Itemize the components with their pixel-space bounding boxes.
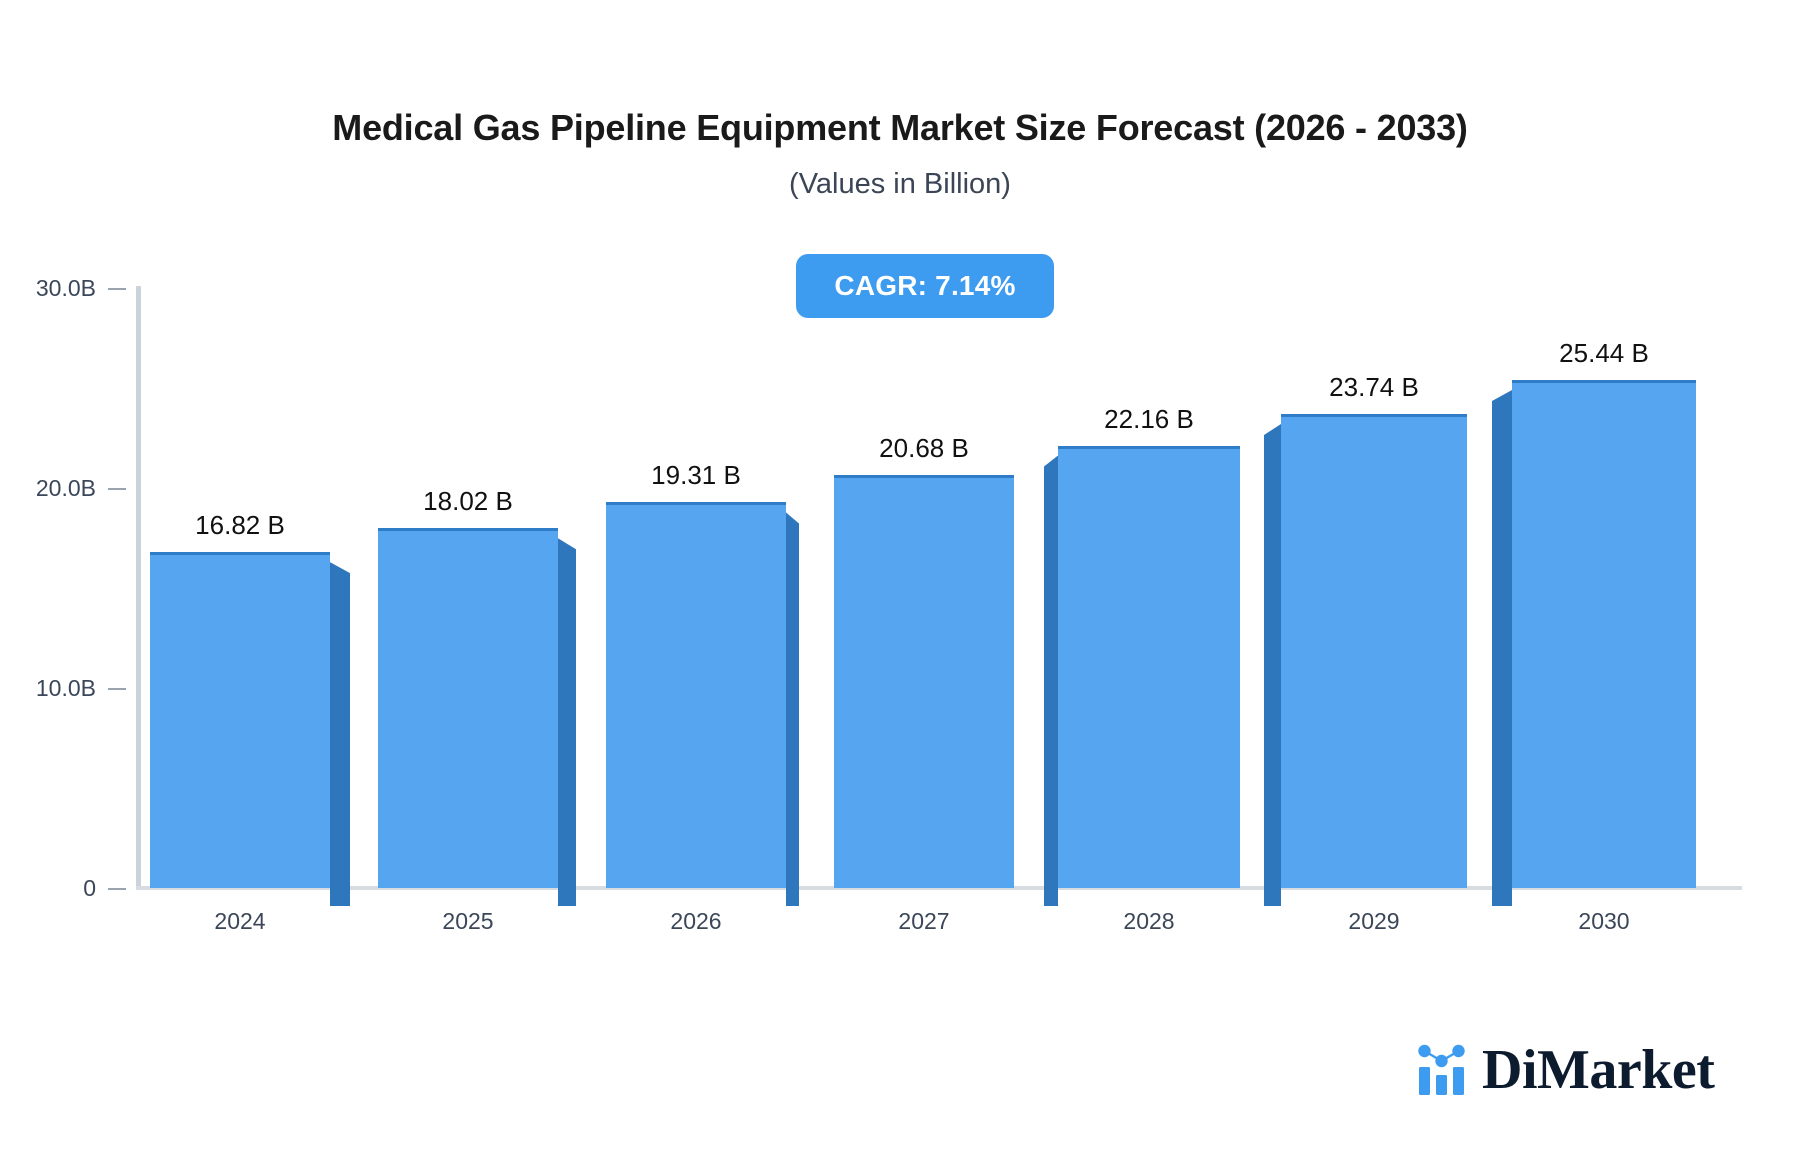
bar-side-face xyxy=(1492,390,1512,906)
bar-value-label-2027: 20.68 B xyxy=(879,433,969,464)
bar-value-label-2024: 16.82 B xyxy=(195,510,285,541)
bar-value-label-2030: 25.44 B xyxy=(1559,338,1649,369)
bar-chart-dots-icon xyxy=(1418,1044,1465,1095)
x-tick-label-2025: 2025 xyxy=(442,908,494,934)
bar-side-face xyxy=(330,562,350,906)
y-tick-label-20: 20.0B xyxy=(35,475,96,501)
x-tick-label-2029: 2029 xyxy=(1348,908,1400,934)
bar-2029[interactable] xyxy=(1281,413,1467,888)
bar-value-label-2029: 23.74 B xyxy=(1329,371,1419,402)
x-tick-label-2027: 2027 xyxy=(898,908,950,934)
y-tick-label-10: 10.0B xyxy=(35,675,96,701)
y-tick-mark-0 xyxy=(108,888,126,890)
bar-side-face xyxy=(1044,455,1058,906)
y-tick-label-0: 0 xyxy=(83,875,96,901)
bar-2027[interactable] xyxy=(834,475,1014,888)
bar-side-face xyxy=(786,512,799,906)
bar-value-label-2028: 22.16 B xyxy=(1104,403,1194,434)
y-tick-label-30: 30.0B xyxy=(35,275,96,301)
brand-name: DiMarket xyxy=(1482,1039,1715,1101)
bar-side-face xyxy=(558,538,576,906)
cagr-badge: CAGR: 7.14% xyxy=(796,254,1054,318)
bar-2026[interactable] xyxy=(606,502,786,888)
y-tick-mark-20 xyxy=(108,488,126,490)
x-tick-label-2030: 2030 xyxy=(1578,908,1630,934)
chart-title: Medical Gas Pipeline Equipment Market Si… xyxy=(332,107,1468,148)
bar-2025[interactable] xyxy=(378,528,558,888)
bar-value-label-2025: 18.02 B xyxy=(423,486,513,517)
x-tick-label-2026: 2026 xyxy=(670,908,722,934)
bar-side-face xyxy=(1264,423,1281,906)
x-axis-line xyxy=(136,886,1742,890)
y-tick-mark-30 xyxy=(108,288,126,290)
bar-2024[interactable] xyxy=(150,552,330,888)
x-tick-label-2024: 2024 xyxy=(214,908,266,934)
x-tick-label-2028: 2028 xyxy=(1123,908,1175,934)
cagr-badge-label: CAGR: 7.14% xyxy=(834,270,1016,301)
y-tick-mark-10 xyxy=(108,688,126,690)
bar-value-label-2026: 19.31 B xyxy=(651,460,741,491)
y-axis-line xyxy=(136,286,141,889)
brand-logo: DiMarket xyxy=(1417,1038,1715,1102)
bar-2028[interactable] xyxy=(1058,445,1240,888)
bar-2030[interactable] xyxy=(1512,380,1696,888)
chart-subtitle: (Values in Billion) xyxy=(789,168,1011,200)
